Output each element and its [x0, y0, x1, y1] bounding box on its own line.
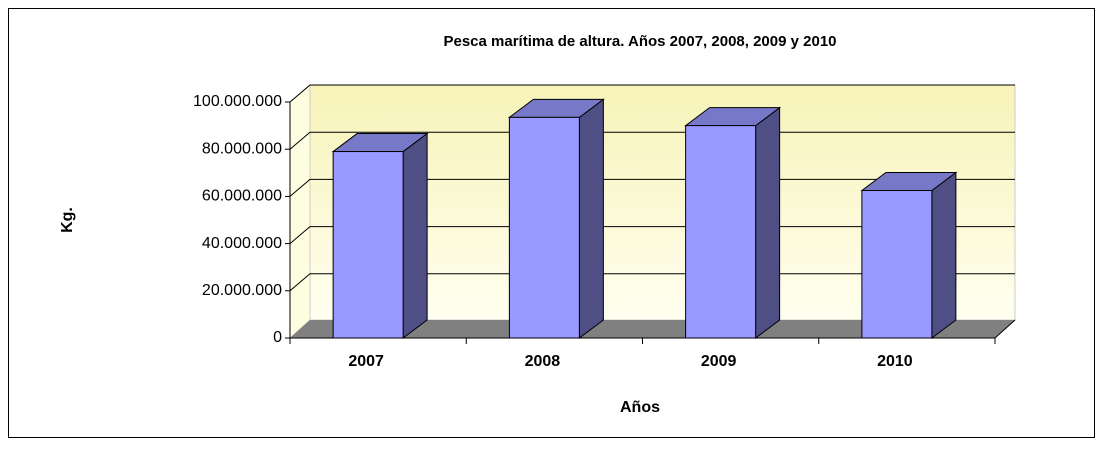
bars	[331, 98, 958, 339]
floor-edge	[994, 319, 1016, 339]
y-tick-label: 100.000.000	[193, 93, 282, 110]
y-axis-label: Kg.	[59, 207, 76, 233]
bar-side	[931, 171, 957, 339]
bar	[331, 132, 429, 339]
bar-side	[578, 98, 604, 339]
bar-front	[332, 151, 404, 339]
y-tick-label: 20.000.000	[202, 282, 282, 299]
bar-front	[861, 190, 933, 339]
bar	[507, 98, 605, 339]
chart-title: Pesca marítima de altura. Años 2007, 200…	[443, 33, 836, 50]
y-tick-label: 80.000.000	[202, 140, 282, 157]
y-tick-label: 40.000.000	[202, 235, 282, 252]
side-wall	[289, 83, 311, 340]
x-tick-label: 2007	[348, 353, 384, 370]
x-tick-label: 2010	[877, 353, 913, 370]
bar-side	[755, 106, 781, 339]
bar-side	[402, 132, 428, 339]
x-axis-label: Años	[620, 399, 660, 416]
y-tick-label: 0	[273, 329, 282, 346]
bar-front	[685, 125, 757, 339]
bar	[684, 106, 782, 339]
x-tick-label: 2008	[525, 353, 561, 370]
x-tick-label: 2009	[701, 353, 737, 370]
y-tick-label: 60.000.000	[202, 188, 282, 205]
bar-front	[508, 116, 580, 339]
floor	[290, 320, 1015, 338]
grid-line	[289, 84, 1015, 103]
bar	[860, 171, 958, 339]
